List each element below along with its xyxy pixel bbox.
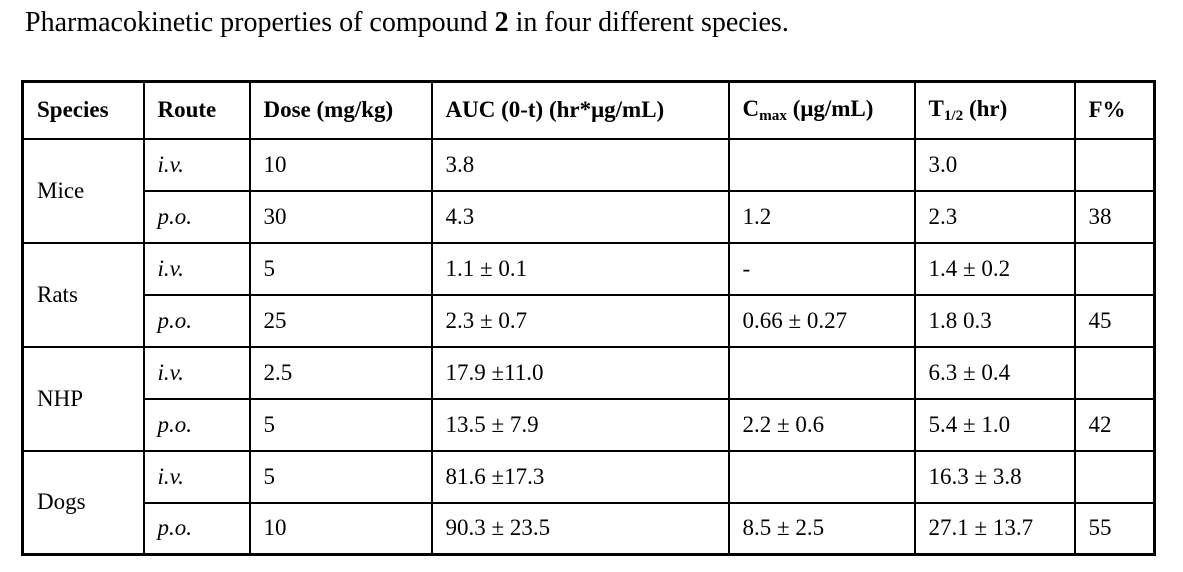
cell-auc: 2.3 ± 0.7 [430,293,730,348]
table-row-mice-po: p.o. 30 4.3 1.2 2.3 38 [23,189,1156,244]
caption-prefix: Pharmacokinetic properties of compound [25,7,495,38]
cell-dose: 5 [248,449,433,504]
header-t12: T1/2 (hr) [913,80,1076,140]
cell-auc: 90.3 ± 23.5 [430,501,730,556]
cell-f: 38 [1073,189,1156,244]
cell-route: i.v. [142,449,251,504]
cell-cmax: 2.2 ± 0.6 [727,397,916,452]
header-auc: AUC (0-t) (hr*μg/mL) [430,80,730,140]
table-row-mice-iv: Mice i.v. 10 3.8 3.0 [21,137,1156,244]
table-row-nhp-iv: NHP i.v. 2.5 17.9 ±11.0 6.3 ± 0.4 [21,345,1156,452]
cell-species: Rats [21,241,145,348]
cell-route: p.o. [142,293,251,348]
cell-dose: 25 [248,293,433,348]
cell-f [1073,241,1156,296]
header-cmax: Cmax (μg/mL) [727,80,916,140]
cell-t12: 16.3 ± 3.8 [913,449,1076,504]
cell-cmax [727,449,916,504]
cell-t12: 2.3 [913,189,1076,244]
cell-t12: 6.3 ± 0.4 [913,345,1076,400]
header-route: Route [142,80,251,140]
header-cmax-unit: (μg/mL) [786,95,874,121]
header-cmax-base: C [742,95,760,121]
cell-cmax [727,345,916,400]
cell-species: Dogs [21,449,145,556]
cell-t12: 1.4 ± 0.2 [913,241,1076,296]
header-row: Species Route Dose (mg/kg) AUC (0-t) (hr… [21,80,1156,140]
header-f-percent: F% [1073,80,1156,140]
header-t12-subscript: 1/2 [943,107,964,124]
cell-cmax [727,137,916,192]
cell-f [1073,137,1156,192]
cell-species: NHP [21,345,145,452]
cell-f [1073,449,1156,504]
cell-route: p.o. [142,501,251,556]
pk-table: Species Route Dose (mg/kg) AUC (0-t) (hr… [21,80,1156,556]
cell-dose: 10 [248,137,433,192]
table-caption: Pharmacokinetic properties of compound 2… [25,6,789,40]
cell-cmax: - [727,241,916,296]
table-row-rats-po: p.o. 25 2.3 ± 0.7 0.66 ± 0.27 1.8 0.3 45 [23,293,1156,348]
cell-t12: 3.0 [913,137,1076,192]
cell-auc: 13.5 ± 7.9 [430,397,730,452]
cell-route: p.o. [142,189,251,244]
cell-cmax: 8.5 ± 2.5 [727,501,916,556]
cell-auc: 17.9 ±11.0 [430,345,730,400]
cell-route: i.v. [142,345,251,400]
header-t12-unit: (hr) [963,95,1008,121]
header-cmax-subscript: max [759,107,787,124]
cell-route: i.v. [142,241,251,296]
header-dose: Dose (mg/kg) [248,80,433,140]
cell-cmax: 0.66 ± 0.27 [727,293,916,348]
cell-auc: 81.6 ±17.3 [430,449,730,504]
cell-f [1073,345,1156,400]
cell-auc: 4.3 [430,189,730,244]
caption-suffix: in four different species. [508,7,789,38]
cell-route: i.v. [142,137,251,192]
caption-compound-number: 2 [494,7,509,38]
cell-t12: 5.4 ± 1.0 [913,397,1076,452]
cell-auc: 1.1 ± 0.1 [430,241,730,296]
header-t12-base: T [928,95,944,121]
cell-t12: 27.1 ± 13.7 [913,501,1076,556]
cell-dose: 2.5 [248,345,433,400]
cell-t12: 1.8 0.3 [913,293,1076,348]
cell-dose: 10 [248,501,433,556]
cell-dose: 5 [248,397,433,452]
table-row-rats-iv: Rats i.v. 5 1.1 ± 0.1 - 1.4 ± 0.2 [21,241,1156,348]
cell-f: 55 [1073,501,1156,556]
table-row-dogs-po: p.o. 10 90.3 ± 23.5 8.5 ± 2.5 27.1 ± 13.… [23,501,1156,556]
cell-dose: 30 [248,189,433,244]
cell-species: Mice [21,137,145,244]
cell-dose: 5 [248,241,433,296]
table-row-dogs-iv: Dogs i.v. 5 81.6 ±17.3 16.3 ± 3.8 [21,449,1156,556]
cell-cmax: 1.2 [727,189,916,244]
cell-f: 42 [1073,397,1156,452]
cell-f: 45 [1073,293,1156,348]
table-row-nhp-po: p.o. 5 13.5 ± 7.9 2.2 ± 0.6 5.4 ± 1.0 42 [23,397,1156,452]
cell-route: p.o. [142,397,251,452]
cell-auc: 3.8 [430,137,730,192]
header-species: Species [21,80,145,140]
